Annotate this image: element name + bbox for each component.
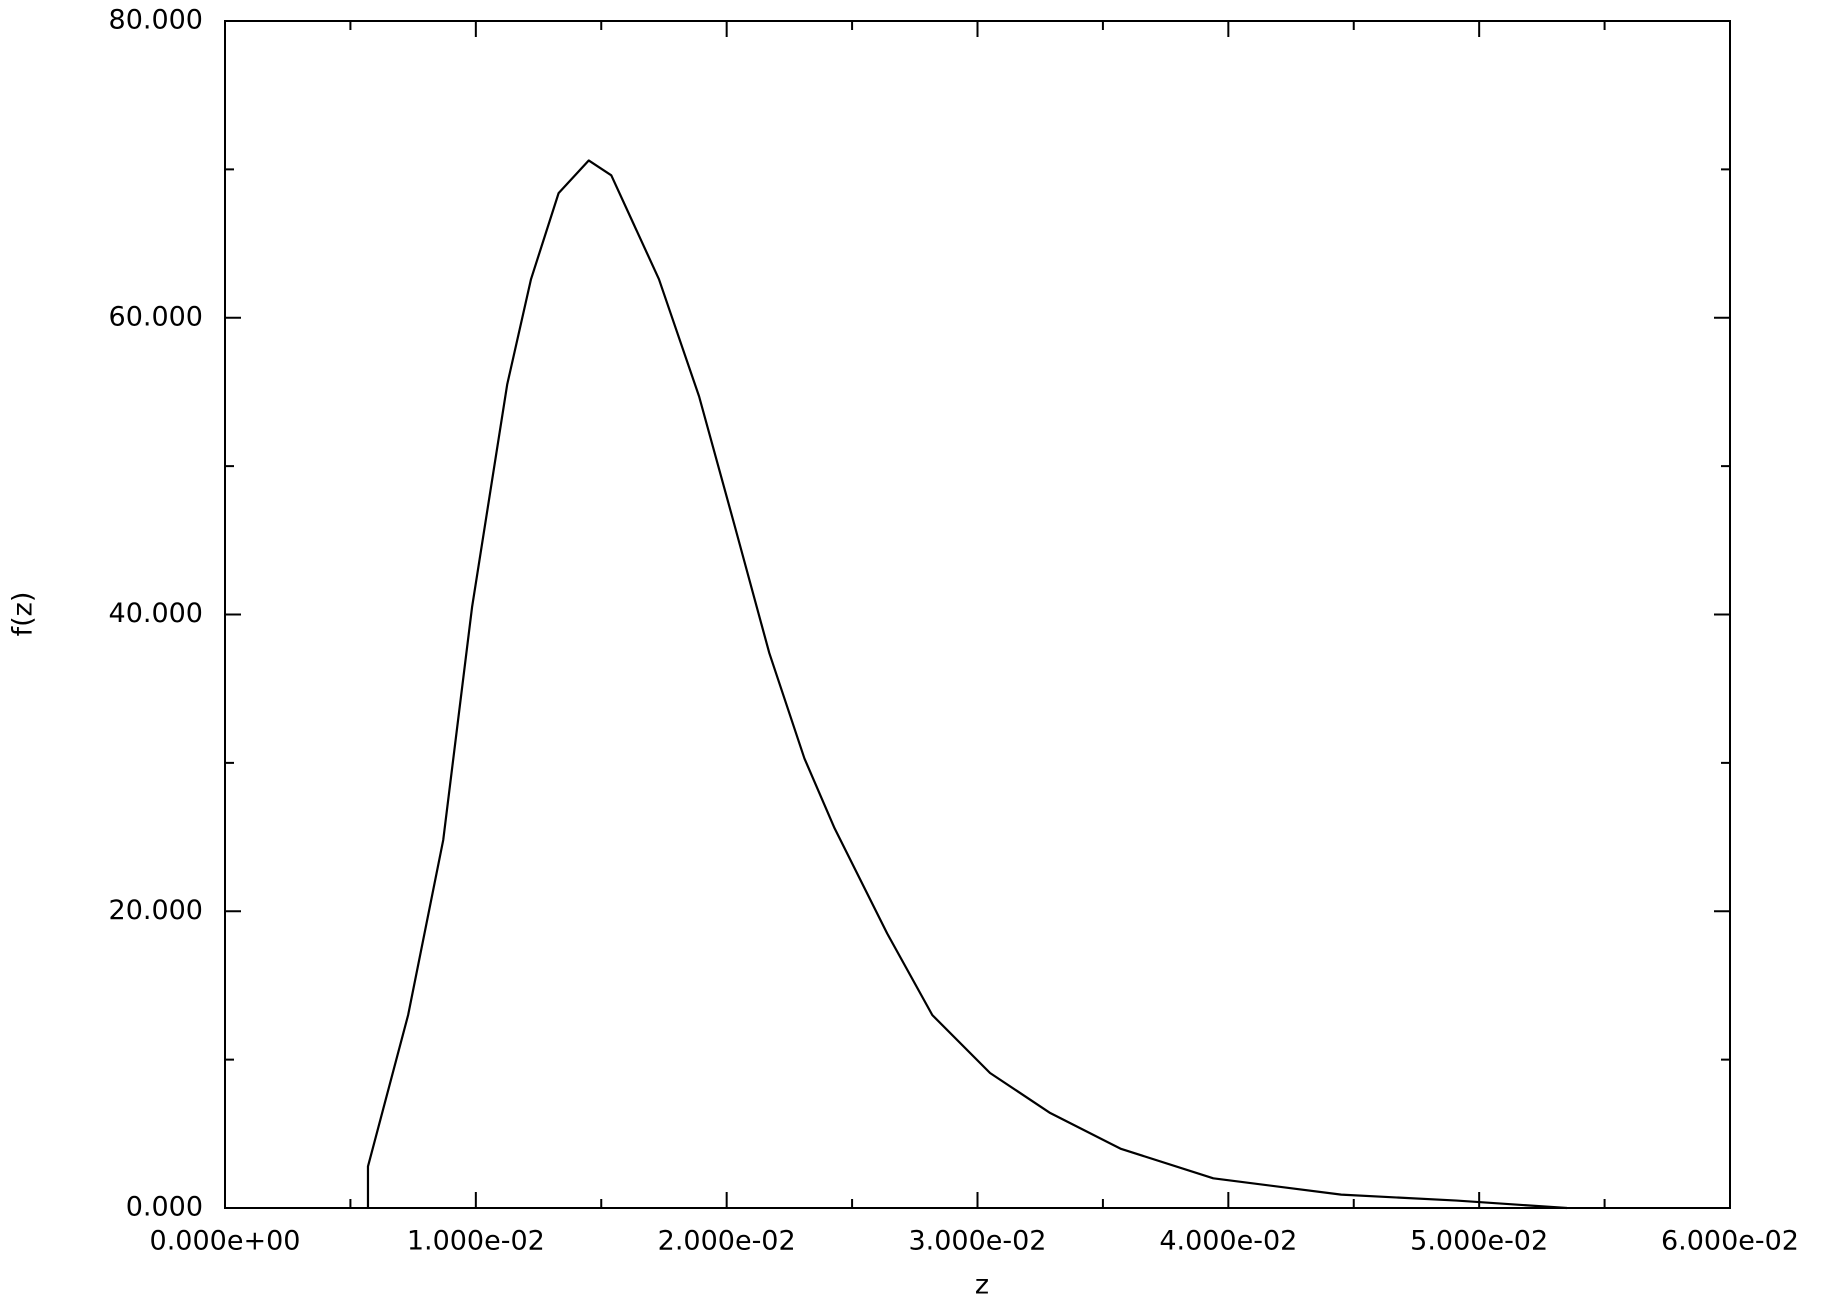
- y-axis-label: f(z): [8, 592, 39, 637]
- x-axis-label: z: [975, 1270, 989, 1301]
- x-tick-label: 5.000e-02: [1410, 1226, 1548, 1257]
- x-tick-label: 3.000e-02: [908, 1226, 1046, 1257]
- x-tick-label: 2.000e-02: [658, 1226, 796, 1257]
- y-tick-label: 60.000: [109, 301, 203, 332]
- y-tick-label: 40.000: [109, 598, 203, 629]
- y-tick-label: 80.000: [109, 5, 203, 36]
- x-tick-label: 4.000e-02: [1159, 1226, 1297, 1257]
- x-tick-label: 0.000e+00: [150, 1226, 301, 1257]
- x-tick-label: 6.000e-02: [1661, 1226, 1799, 1257]
- line: [366, 159, 1568, 1210]
- y-tick-label: 20.000: [109, 895, 203, 926]
- y-tick-label: 0.000: [126, 1192, 203, 1223]
- plot-frame: [224, 20, 1731, 1209]
- x-tick-label: 1.000e-02: [407, 1226, 545, 1257]
